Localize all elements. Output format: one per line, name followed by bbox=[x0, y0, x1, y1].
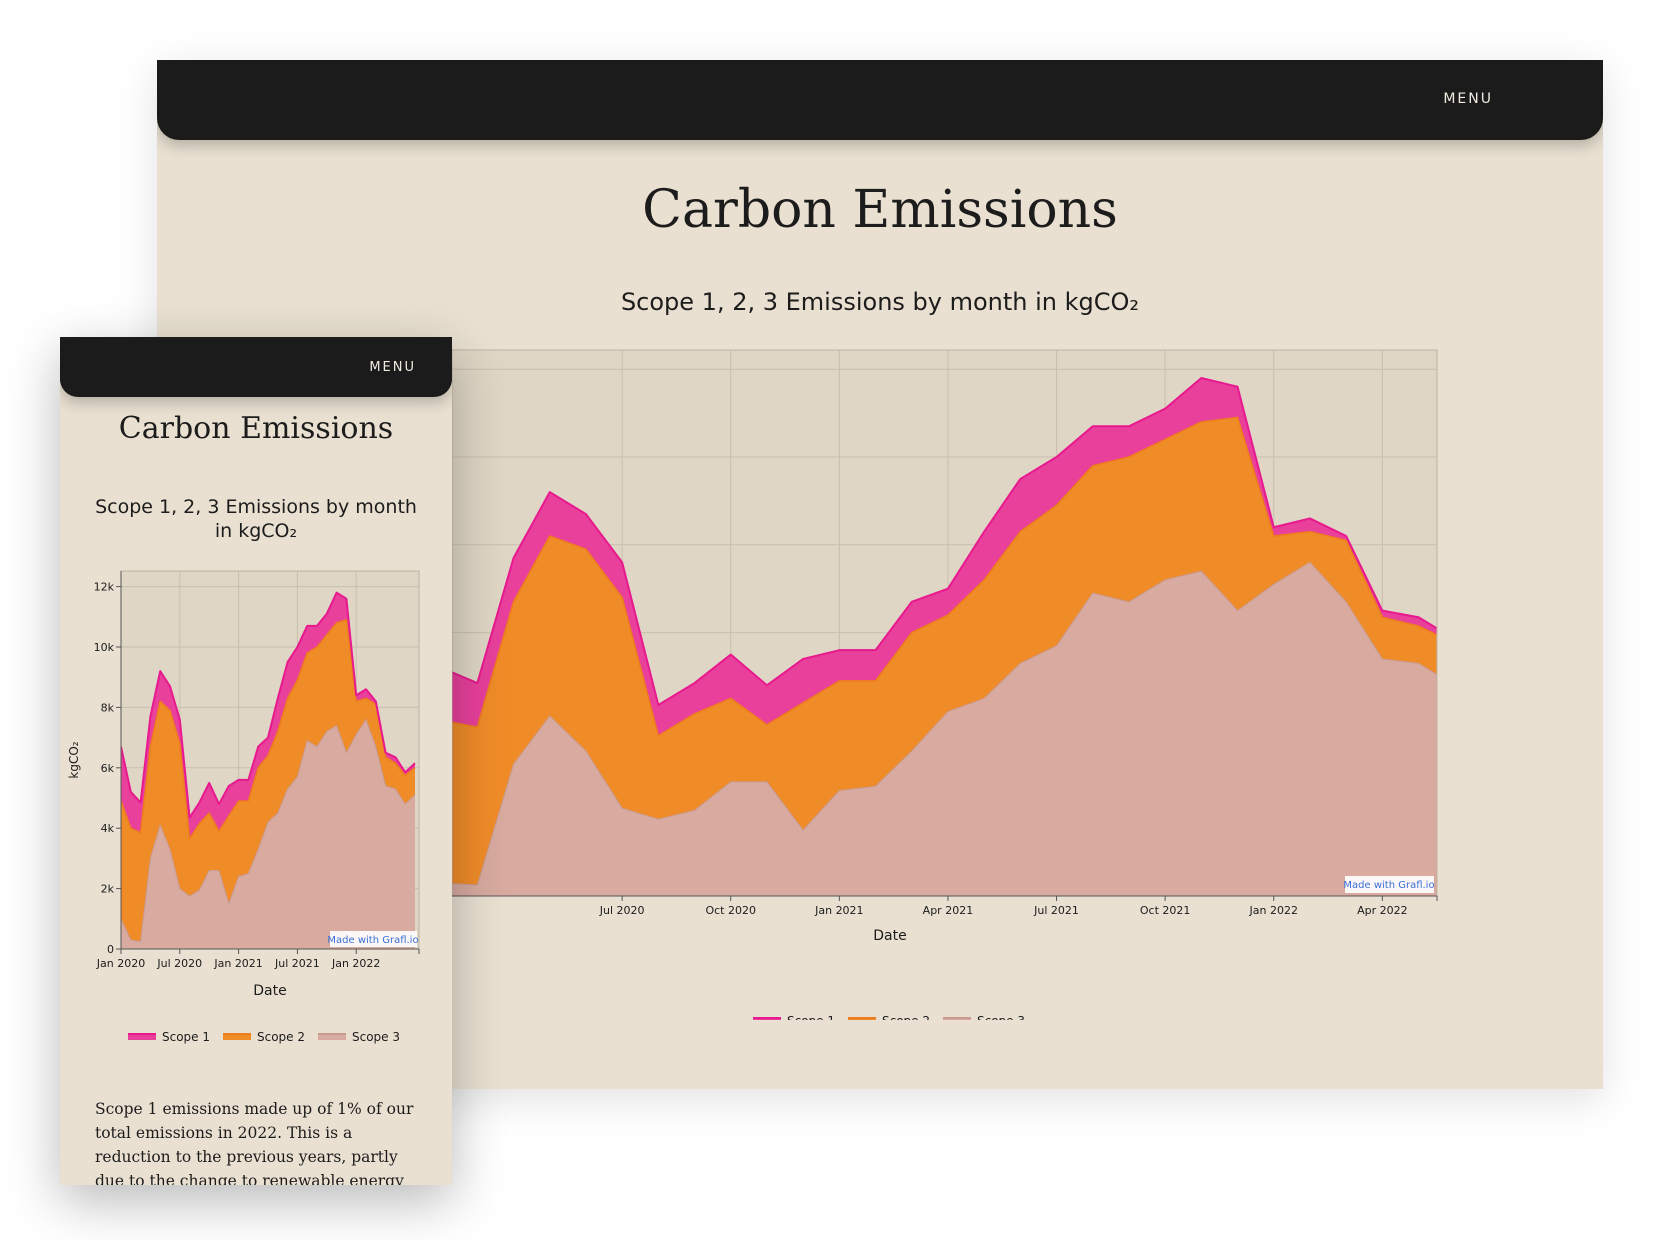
y-tick-label: 2k bbox=[101, 883, 115, 896]
mobile-axes bbox=[116, 570, 420, 954]
x-tick-label: Jan 2022 bbox=[1249, 904, 1298, 917]
mobile-legend: Scope 1 Scope 2 Scope 3 bbox=[128, 1030, 400, 1044]
x-tick-label: Jan 2022 bbox=[331, 957, 380, 970]
x-tick-label: Oct 2021 bbox=[1140, 904, 1191, 917]
desktop-window: MENU Carbon Emissions Scope 1, 2, 3 Emis… bbox=[157, 60, 1603, 1089]
desktop-area-series bbox=[452, 377, 1437, 896]
desktop-x-axis-title: Date bbox=[873, 928, 906, 944]
desktop-navbar: MENU bbox=[157, 60, 1603, 140]
desktop-menu-button[interactable]: MENU bbox=[1443, 91, 1493, 107]
y-tick-label: 0 bbox=[107, 943, 114, 956]
scope-3-line bbox=[452, 561, 1437, 886]
x-tick-label: Jul 2020 bbox=[599, 904, 645, 917]
mobile-x-tick-labels: Jan 2020 Jul 2020 Jan 2021 Jul 2021 Jan 2022 bbox=[96, 957, 381, 970]
y-tick-label: 4k bbox=[101, 822, 115, 835]
x-tick-label: Jul 2020 bbox=[156, 957, 202, 970]
mobile-area-series bbox=[121, 592, 415, 949]
legend-label-2: Scope 2 bbox=[882, 1014, 930, 1020]
mobile-emissions-chart: 0 2k 4k 6k 8k 10k 12k Jan 2020 Jul 2020 Jan 2021… bbox=[67, 570, 420, 1044]
x-tick-label: Apr 2021 bbox=[923, 904, 974, 917]
y-tick-label: 8k bbox=[101, 701, 115, 714]
legend-label-3: Scope 3 bbox=[977, 1014, 1025, 1020]
scope-2-area bbox=[121, 619, 415, 942]
legend-label-1: Scope 1 bbox=[787, 1014, 835, 1020]
mobile-grafl-badge[interactable]: Made with Grafl.io bbox=[327, 931, 419, 947]
desktop-grafl-badge[interactable]: Made with Grafl.io bbox=[1343, 876, 1435, 893]
x-tick-label: Jan 2021 bbox=[213, 957, 262, 970]
scope-3-line bbox=[121, 718, 416, 942]
scope-1-line bbox=[121, 591, 416, 819]
legend-swatch-2 bbox=[223, 1034, 251, 1040]
legend-label-1: Scope 1 bbox=[162, 1030, 210, 1044]
mobile-series-lines bbox=[121, 591, 416, 942]
x-tick-label: Jan 2021 bbox=[814, 904, 863, 917]
mobile-y-axis-title: kgCO₂ bbox=[67, 741, 81, 778]
desktop-legend: Scope 1 Scope 2 Scope 3 bbox=[753, 1014, 1025, 1020]
x-tick-label: Apr 2022 bbox=[1357, 904, 1408, 917]
scope-3-area bbox=[121, 719, 415, 949]
legend-label-2: Scope 2 bbox=[257, 1030, 305, 1044]
mobile-window: MENU Carbon Emissions Scope 1, 2, 3 Emis… bbox=[60, 337, 452, 1185]
legend-swatch-1 bbox=[128, 1034, 156, 1040]
x-tick-label: Jan 2020 bbox=[96, 957, 145, 970]
scope-2-area bbox=[452, 417, 1437, 886]
scope-2-line bbox=[121, 619, 416, 840]
mobile-badge-text: Made with Grafl.io bbox=[327, 935, 418, 946]
mobile-x-axis-title: Date bbox=[253, 983, 286, 999]
scope-1-line bbox=[452, 376, 1437, 707]
scope-3-area bbox=[452, 562, 1437, 896]
scope-2-line bbox=[452, 416, 1437, 737]
desktop-series-lines bbox=[452, 376, 1437, 886]
mobile-summary-paragraph: Scope 1 emissions made up of 1% of our t… bbox=[95, 1100, 414, 1185]
x-tick-label: Jul 2021 bbox=[1033, 904, 1079, 917]
mobile-menu-button[interactable]: MENU bbox=[369, 360, 416, 375]
legend-label-3: Scope 3 bbox=[352, 1030, 400, 1044]
mobile-page-title: Carbon Emissions bbox=[118, 411, 394, 446]
desktop-badge-text: Made with Grafl.io bbox=[1343, 880, 1434, 891]
y-tick-label: 6k bbox=[101, 762, 115, 775]
mobile-badge-background bbox=[330, 931, 417, 947]
mobile-navbar: MENU bbox=[60, 337, 452, 397]
desktop-chart-title: Scope 1, 2, 3 Emissions by month in kgCO… bbox=[620, 288, 1140, 316]
y-tick-label: 12k bbox=[94, 581, 115, 594]
y-tick-label: 10k bbox=[94, 641, 115, 654]
x-tick-label: Jul 2021 bbox=[274, 957, 320, 970]
x-tick-label: Oct 2020 bbox=[705, 904, 756, 917]
legend-swatch-3 bbox=[318, 1034, 346, 1040]
desktop-page-title: Carbon Emissions bbox=[642, 180, 1118, 240]
desktop-axes bbox=[404, 349, 1438, 901]
mobile-chart-title: Scope 1, 2, 3 Emissions by month in kgCO… bbox=[95, 496, 417, 542]
desktop-badge-background bbox=[1345, 876, 1434, 893]
mobile-y-tick-labels: 0 2k 4k 6k 8k 10k 12k bbox=[94, 581, 115, 956]
